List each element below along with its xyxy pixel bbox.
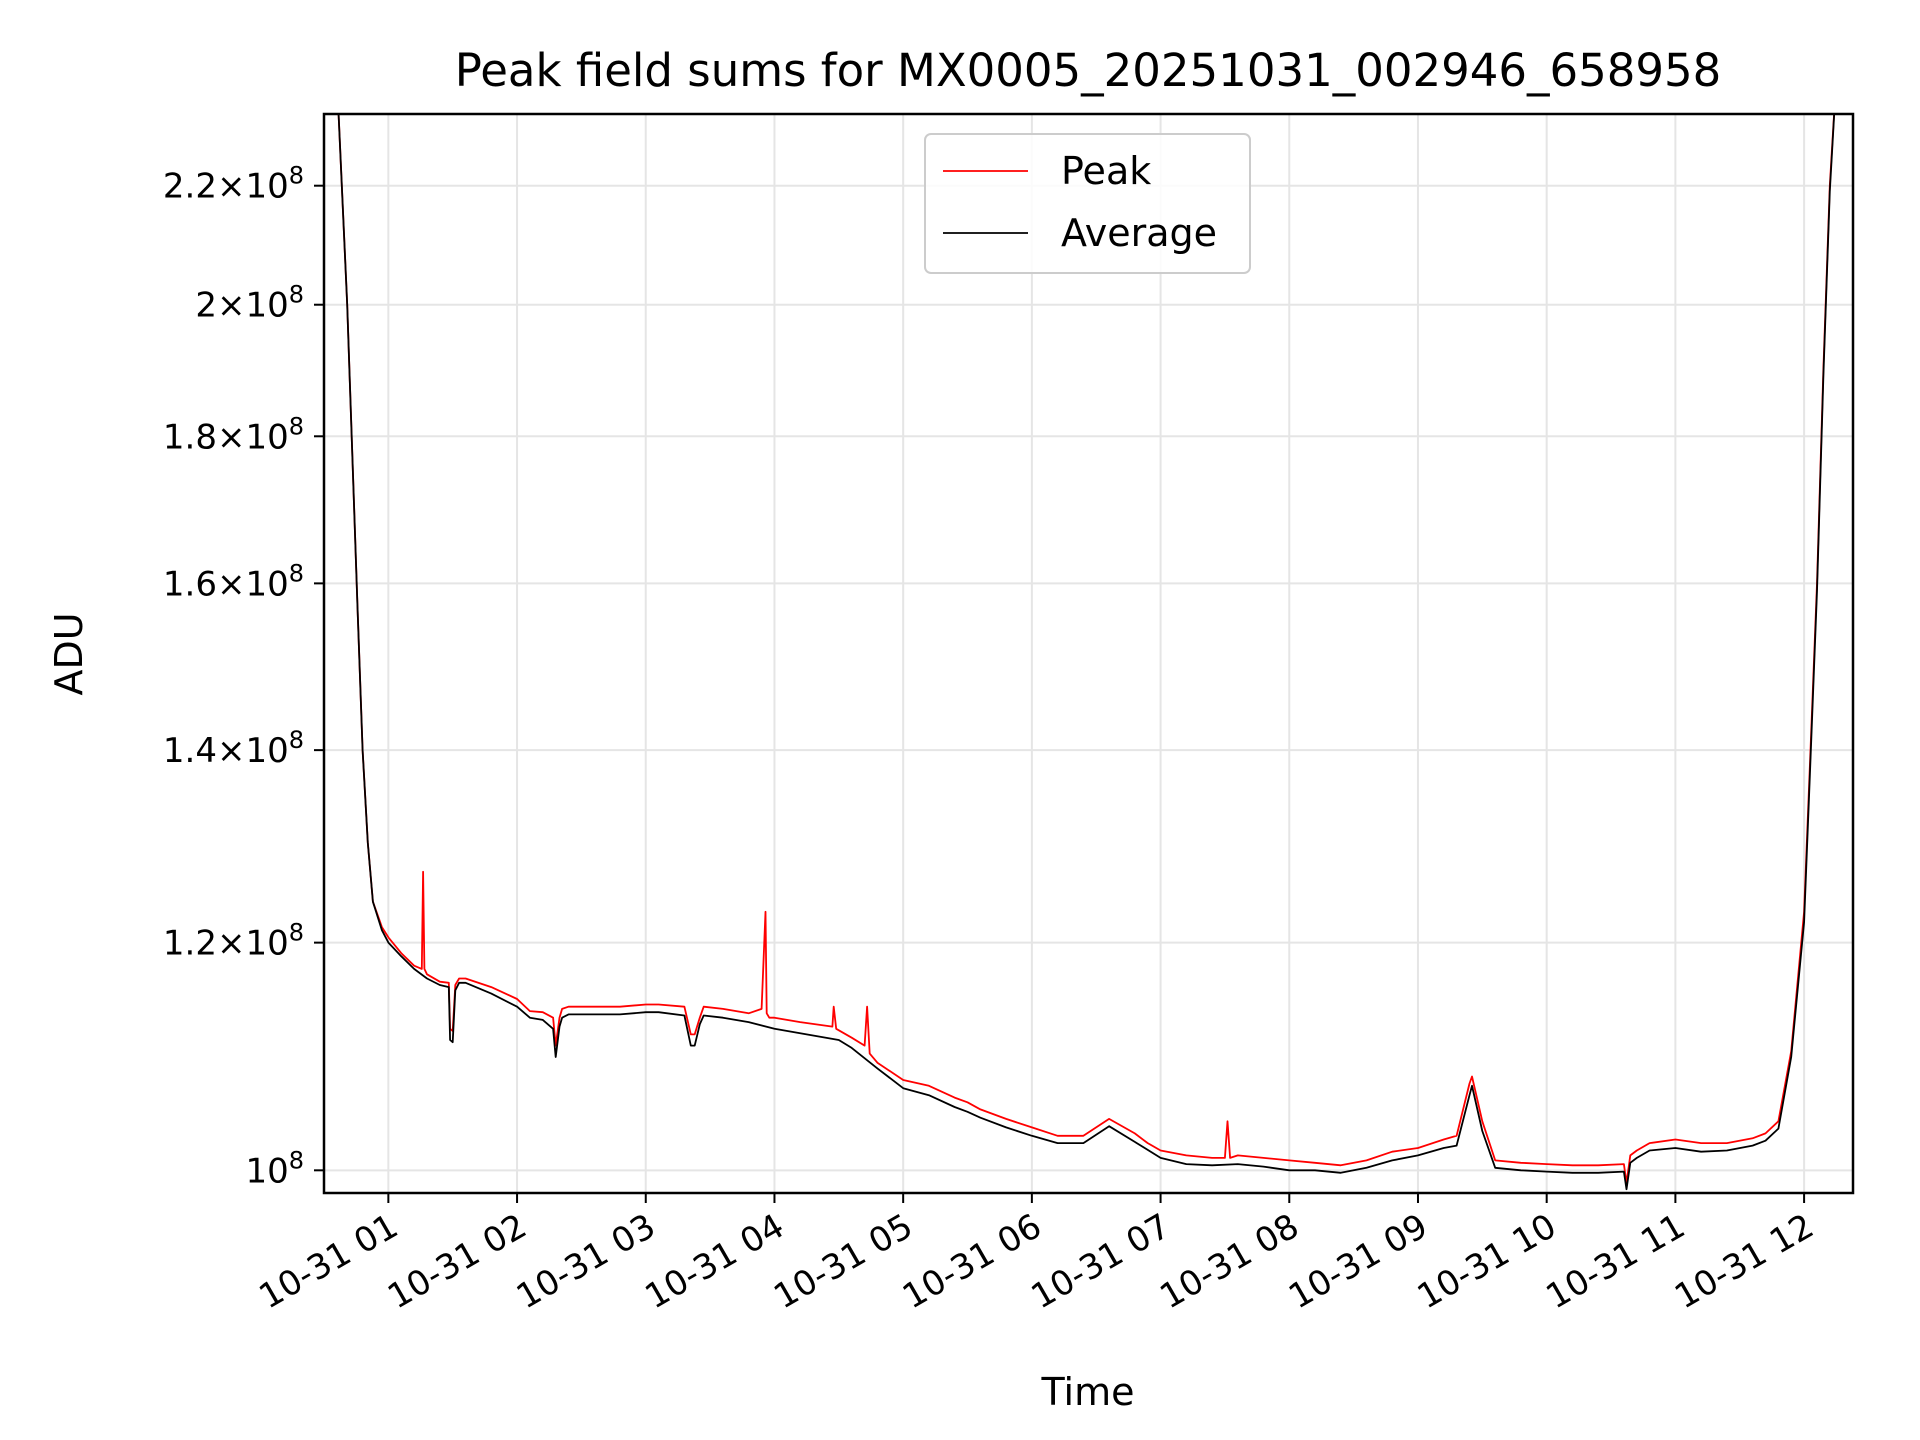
chart-title: Peak field sums for MX0005_20251031_0029… — [455, 44, 1722, 97]
y-tick-base: 10 — [245, 564, 288, 604]
x-tick-label: 10-31 05 — [767, 1206, 919, 1317]
y-tick-label: 1.4×108 — [163, 726, 304, 771]
legend-box — [924, 133, 1251, 274]
legend: Peak Average — [924, 133, 1251, 274]
y-axis: 1081.2×1081.4×1081.6×1081.8×1082×1082.2×… — [163, 162, 324, 1191]
x-axis-label: Time — [1041, 1370, 1135, 1414]
y-tick-mantissa: 2.2 — [163, 167, 217, 207]
y-tick-mantissa: 1.2 — [163, 924, 217, 964]
y-axis-label: ADU — [47, 612, 91, 695]
x-tick-label: 10-31 03 — [510, 1206, 662, 1317]
y-tick-times: × — [217, 167, 246, 207]
x-tick-label: 10-31 11 — [1539, 1206, 1691, 1317]
y-tick-exponent: 8 — [289, 412, 304, 440]
plot-frame — [322, 112, 1855, 1195]
y-tick-mantissa: 1.6 — [163, 564, 217, 604]
legend-label-peak: Peak — [1061, 149, 1151, 193]
y-tick-label: 1.6×108 — [163, 559, 304, 604]
y-tick-exponent: 8 — [289, 281, 304, 309]
y-tick-mantissa: 1.8 — [163, 417, 217, 457]
y-tick-base: 10 — [245, 167, 288, 207]
y-tick-base: 10 — [245, 924, 288, 964]
x-tick-label: 10-31 08 — [1153, 1206, 1305, 1317]
y-tick-label: 2×108 — [195, 281, 304, 326]
y-tick-mantissa: 2 — [195, 286, 217, 326]
x-tick-label: 10-31 10 — [1411, 1206, 1563, 1317]
y-tick-times: × — [217, 731, 246, 771]
legend-label-average: Average — [1061, 211, 1217, 255]
y-tick-base: 10 — [245, 1151, 288, 1191]
y-tick-mantissa: 1.4 — [163, 731, 217, 771]
x-tick-label: 10-31 01 — [252, 1206, 404, 1317]
y-tick-times: × — [217, 564, 246, 604]
y-tick-times: × — [217, 286, 246, 326]
y-tick-base: 10 — [245, 286, 288, 326]
x-tick-label: 10-31 06 — [896, 1206, 1048, 1317]
y-tick-base: 10 — [245, 417, 288, 457]
y-tick-exponent: 8 — [289, 162, 304, 190]
series-line-average — [337, 114, 1836, 1191]
grid — [324, 114, 1853, 1193]
y-tick-base: 10 — [245, 731, 288, 771]
y-tick-exponent: 8 — [289, 1146, 304, 1174]
x-tick-label: 10-31 09 — [1282, 1206, 1434, 1317]
y-tick-label: 108 — [245, 1146, 304, 1191]
y-tick-times: × — [217, 924, 246, 964]
x-tick-label: 10-31 02 — [381, 1206, 533, 1317]
y-tick-exponent: 8 — [289, 919, 304, 947]
x-tick-label: 10-31 07 — [1025, 1206, 1177, 1317]
y-tick-times: × — [217, 417, 246, 457]
plot-area — [337, 114, 1836, 1191]
y-tick-exponent: 8 — [289, 726, 304, 754]
y-tick-label: 1.2×108 — [163, 919, 304, 964]
y-tick-label: 1.8×108 — [163, 412, 304, 457]
x-tick-label: 10-31 12 — [1668, 1206, 1820, 1317]
y-tick-label: 2.2×108 — [163, 162, 304, 207]
y-tick-exponent: 8 — [289, 559, 304, 587]
x-tick-label: 10-31 04 — [639, 1206, 791, 1317]
